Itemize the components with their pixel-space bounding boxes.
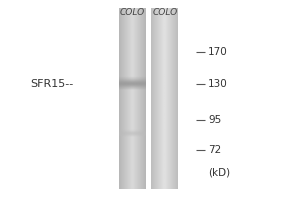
Text: 170: 170 [208, 47, 228, 57]
Text: 95: 95 [208, 115, 221, 125]
Text: (kD): (kD) [208, 167, 230, 177]
Text: COLO: COLO [152, 8, 178, 17]
Text: 72: 72 [208, 145, 221, 155]
Text: 130: 130 [208, 79, 228, 89]
Text: SFR15--: SFR15-- [31, 79, 74, 89]
Text: COLO: COLO [119, 8, 145, 17]
